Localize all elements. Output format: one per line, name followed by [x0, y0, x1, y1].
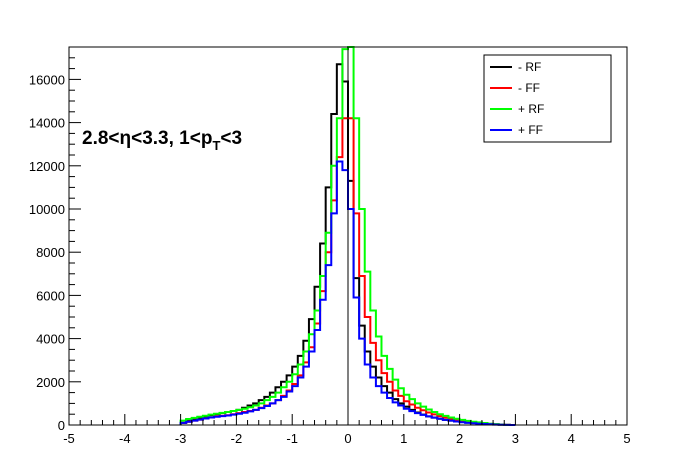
y-tick-label: 4000 [36, 332, 65, 347]
legend-label: + RF [518, 102, 544, 116]
x-tick-label: 0 [344, 431, 351, 446]
y-tick-label: 16000 [29, 72, 65, 87]
y-tick-label: 12000 [29, 159, 65, 174]
y-tick-label: 8000 [36, 245, 65, 260]
x-tick-label: 4 [568, 431, 575, 446]
x-axis: -5 -4 -3 -2 -1 0 1 2 3 4 5 [63, 414, 631, 446]
y-tick-label: 14000 [29, 116, 65, 131]
y-axis: 0 2000 4000 6000 8000 10000 12000 14000 16000 [29, 46, 81, 433]
kinematic-range-annotation: 2.8<η<3.3, 1<pT<3 [82, 128, 242, 153]
legend: - RF - FF + RF + FF [483, 54, 612, 143]
y-tick-label: 2000 [36, 375, 65, 390]
x-tick-label: 5 [623, 431, 630, 446]
x-tick-label: -1 [286, 431, 298, 446]
x-tick-label: -3 [175, 431, 187, 446]
x-tick-label: -4 [119, 431, 131, 446]
legend-label: - FF [518, 81, 540, 95]
legend-label: + FF [518, 123, 543, 137]
y-tick-label: 10000 [29, 202, 65, 217]
legend-box [483, 54, 612, 143]
annotation-suffix: <3 [220, 128, 242, 149]
annotation-prefix: 2.8<η<3.3, 1<p [82, 128, 212, 149]
x-tick-label: 2 [456, 431, 463, 446]
legend-label: - RF [518, 60, 541, 74]
x-tick-label: 1 [400, 431, 407, 446]
y-tick-label: 6000 [36, 288, 65, 303]
x-tick-label: 3 [512, 431, 519, 446]
x-tick-label: -2 [231, 431, 243, 446]
y-tick-label: 0 [58, 418, 65, 433]
annotation-subscript: T [212, 138, 220, 153]
x-tick-label: -5 [63, 431, 75, 446]
